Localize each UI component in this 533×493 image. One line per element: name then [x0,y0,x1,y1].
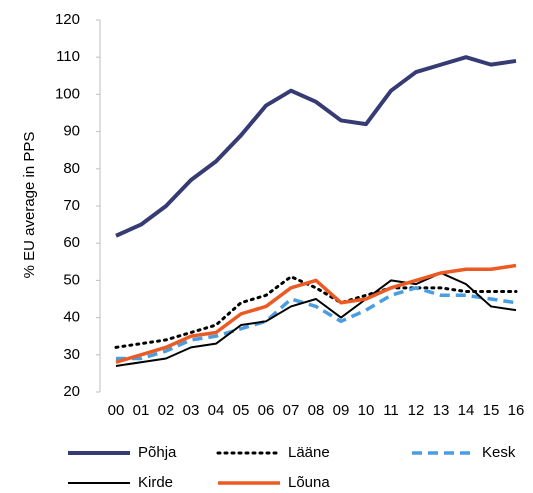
series-line [115,263,517,364]
y-tick-label: 60 [63,234,80,251]
x-tick-label: 14 [458,402,475,419]
x-tick-label: 10 [358,402,375,419]
x-tick-label: 12 [408,402,425,419]
legend-label: Kirde [138,474,173,491]
x-tick-label: 01 [133,402,150,419]
series-line [115,271,517,367]
y-tick-label: 80 [63,160,80,177]
series-line [114,275,518,349]
x-tick-label: 04 [208,402,225,419]
y-tick-label: 20 [63,383,80,400]
series-line [115,55,517,238]
series-line [116,286,517,361]
x-tick-label: 06 [258,402,275,419]
x-tick-label: 03 [183,402,200,419]
x-tick-label: 05 [233,402,250,419]
x-tick-label: 08 [308,402,325,419]
x-tick-label: 15 [483,402,500,419]
y-tick-label: 50 [63,271,80,288]
y-axis-label: % EU average in PPS [21,132,38,279]
x-tick-label: 13 [433,402,450,419]
x-tick-label: 11 [383,402,399,419]
y-tick-label: 100 [55,85,80,102]
legend-label: Lõuna [288,474,330,491]
y-tick-label: 30 [63,346,80,363]
x-tick-label: 07 [283,402,300,419]
y-tick-label: 40 [63,309,80,326]
x-tick-label: 02 [158,402,175,419]
legend-label: Kesk [482,444,516,461]
y-tick-label: 70 [63,197,80,214]
y-tick-label: 110 [56,48,80,65]
y-tick-label: 120 [55,11,80,28]
x-tick-label: 09 [333,402,350,419]
legend-label: Lääne [288,444,330,461]
legend-label: Põhja [138,444,177,461]
x-tick-label: 00 [108,402,125,419]
y-tick-label: 90 [63,123,80,140]
x-tick-label: 16 [508,402,525,419]
